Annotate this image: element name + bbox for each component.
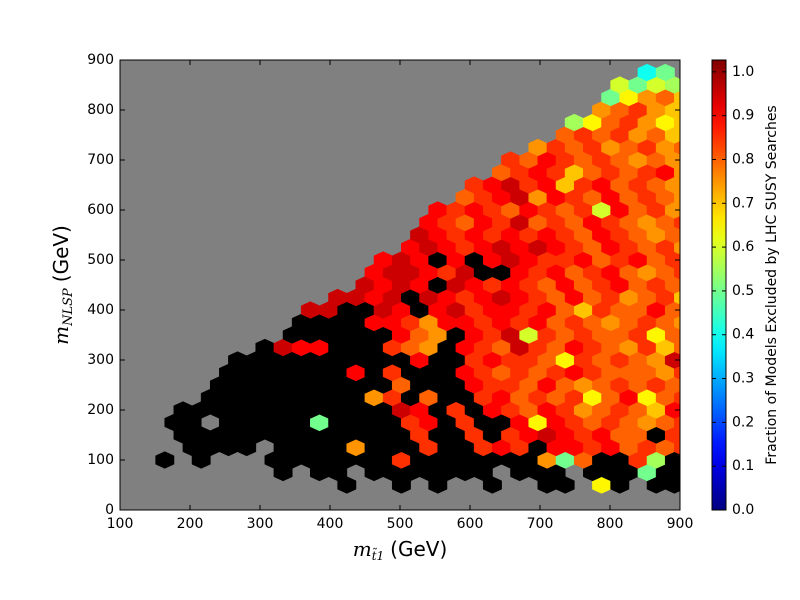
y-tick-label: 300 (87, 352, 114, 368)
colorbar-tick-label: 1.0 (732, 64, 754, 80)
y-label-unit: (GeV) (49, 225, 73, 282)
x-tick-label: 400 (317, 516, 344, 532)
colorbar-tick-label: 0.4 (732, 327, 754, 343)
y-label-sub: NLSP (61, 288, 76, 327)
colorbar-tick-label: 0.8 (732, 151, 754, 167)
colorbar-label: Fraction of Models Excluded by LHC SUSY … (764, 105, 780, 464)
hex-bin (155, 451, 175, 469)
y-tick-label: 500 (87, 252, 114, 268)
x-tick-label: 800 (597, 516, 624, 532)
colorbar-tick-label: 0.9 (732, 108, 754, 124)
x-tick-label: 300 (247, 516, 274, 532)
colorbar (711, 59, 727, 511)
colorbar-tick-label: 0.6 (732, 239, 754, 255)
x-label-unit: (GeV) (390, 537, 447, 561)
y-tick-label: 200 (87, 402, 114, 418)
x-tick-label: 900 (667, 516, 694, 532)
colorbar-tick-label: 0.0 (732, 502, 754, 518)
colorbar-tick-label: 0.7 (732, 195, 754, 211)
x-axis-label: mt̃1 (GeV) (353, 537, 448, 563)
y-label-symbol: m (49, 326, 73, 345)
x-label-sub: t̃1 (372, 547, 384, 563)
y-tick-label: 700 (87, 152, 114, 168)
hex-bin (655, 63, 675, 82)
y-tick-label: 100 (87, 452, 114, 468)
hex-layer (155, 63, 680, 494)
y-tick-label: 800 (87, 102, 114, 118)
y-tick-label: 400 (87, 302, 114, 318)
y-tick-label: 900 (87, 52, 114, 68)
x-tick-label: 700 (527, 516, 554, 532)
x-tick-label: 200 (177, 516, 204, 532)
colorbar-tick-label: 0.5 (732, 283, 754, 299)
y-tick-label: 0 (105, 502, 114, 518)
colorbar-tick-label: 0.2 (732, 414, 754, 430)
y-axis-label: mNLSP (GeV) (49, 225, 76, 345)
x-tick-label: 100 (107, 516, 134, 532)
colorbar-tick-label: 0.3 (732, 371, 754, 387)
colorbar-tick-label: 0.1 (732, 458, 754, 474)
x-label-symbol: m (353, 537, 372, 561)
x-tick-label: 600 (457, 516, 484, 532)
x-tick-label: 500 (387, 516, 414, 532)
y-tick-label: 600 (87, 202, 114, 218)
